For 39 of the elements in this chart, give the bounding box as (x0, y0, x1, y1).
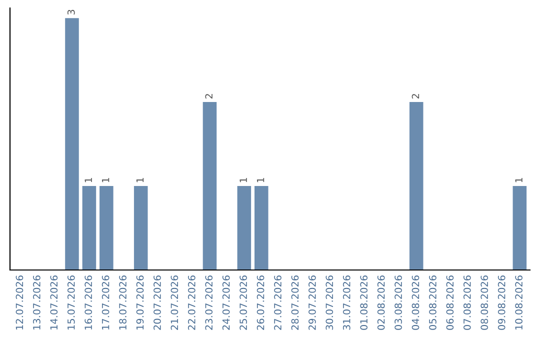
x-tick-label: 07.08.2026 (463, 275, 471, 330)
data-label: 1 (256, 178, 264, 182)
x-tick-label: 18.07.2026 (119, 275, 126, 330)
x-tick-label: 20.07.2026 (154, 275, 161, 330)
data-label: 2 (205, 94, 212, 99)
x-tick-label: 24.07.2026 (222, 275, 230, 330)
x-tick-label: 15.07.2026 (67, 275, 75, 330)
x-tick-label: 23.07.2026 (205, 275, 213, 330)
data-label: 1 (240, 178, 247, 182)
x-tick-label: 01.08.2026 (360, 275, 368, 330)
x-tick-label: 26.07.2026 (256, 275, 264, 330)
data-label: 2 (412, 94, 420, 99)
data-label: 3 (67, 10, 75, 15)
x-tick-label: 06.08.2026 (446, 275, 454, 330)
x-tick-label: 09.08.2026 (498, 275, 506, 330)
data-label: 1 (515, 178, 522, 182)
x-tick-label: 02.08.2026 (377, 275, 385, 330)
data-label: 1 (84, 178, 92, 182)
x-tick-label: 16.07.2026 (84, 275, 92, 330)
x-tick-label: 14.07.2026 (50, 275, 58, 330)
x-tick-label: 04.08.2026 (412, 275, 420, 330)
x-tick-label: 05.08.2026 (429, 275, 436, 330)
x-tick-label: 12.07.2026 (16, 275, 24, 330)
x-tick-label: 10.08.2026 (515, 275, 522, 330)
x-tick-label: 13.07.2026 (33, 275, 40, 330)
x-tick-label: 08.08.2026 (480, 275, 488, 330)
x-tick-label: 19.07.2026 (136, 275, 144, 330)
x-tick-label: 29.07.2026 (308, 275, 316, 330)
x-tick-label: 31.07.2026 (342, 275, 350, 330)
x-tick-label: 03.08.2026 (394, 275, 402, 330)
x-tick-label: 21.07.2026 (170, 275, 178, 330)
x-tick-label: 27.07.2026 (274, 275, 282, 330)
x-tick-label: 28.07.2026 (291, 275, 299, 330)
x-tick-label: 30.07.2026 (326, 275, 334, 330)
x-tick-label: 22.07.2026 (188, 275, 196, 330)
data-label: 1 (136, 178, 144, 182)
data-label: 1 (102, 178, 110, 182)
x-tick-label: 25.07.2026 (240, 275, 247, 330)
x-tick-label: 17.07.2026 (102, 275, 110, 330)
